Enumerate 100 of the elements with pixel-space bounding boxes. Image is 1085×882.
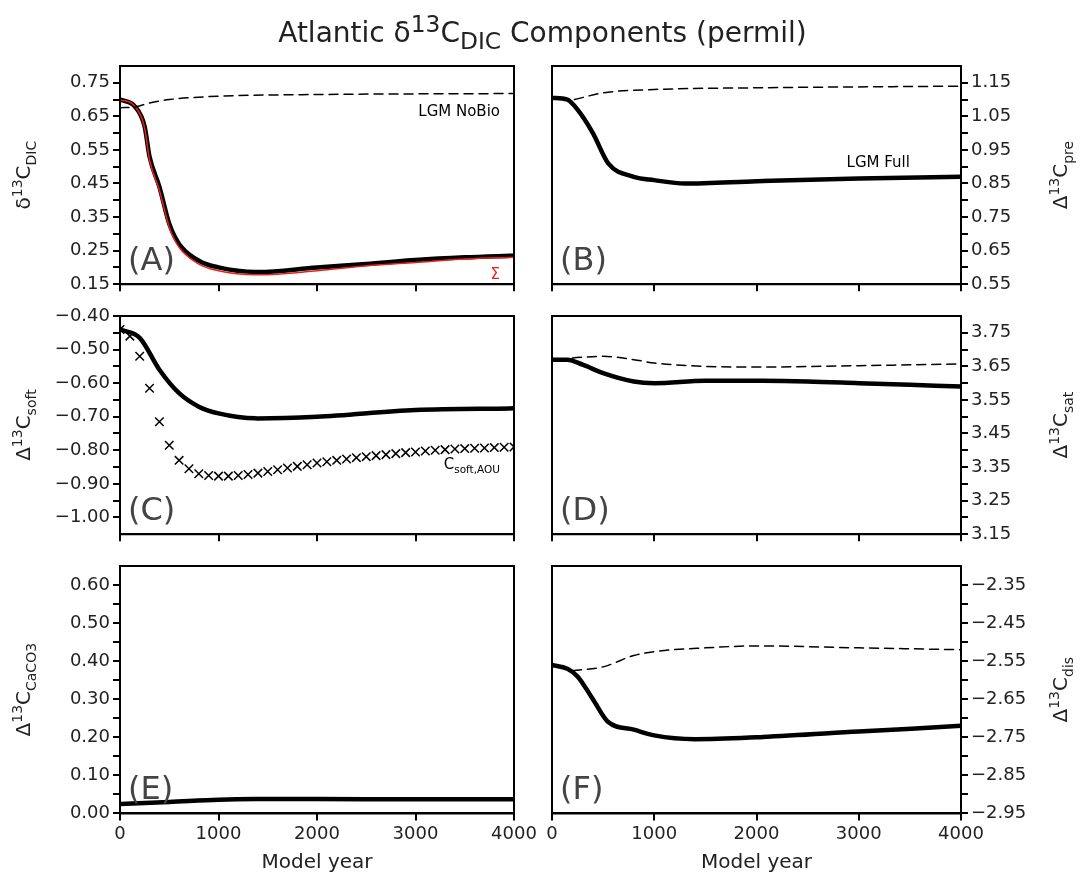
point	[243, 469, 254, 480]
point	[449, 443, 460, 454]
annotation: (D)	[560, 490, 610, 529]
y-tick-label: −2.55	[971, 648, 1027, 670]
x-tick-label: 1000	[195, 821, 242, 843]
y-tick-label: 3.65	[971, 354, 1012, 376]
point	[390, 448, 401, 459]
point	[361, 451, 372, 462]
y-tick-label: 0.95	[971, 137, 1012, 159]
y-axis-title: Δ13CCaCO3	[8, 642, 39, 737]
point	[134, 351, 145, 362]
point	[440, 444, 451, 455]
point	[292, 461, 303, 472]
point	[302, 459, 313, 470]
y-tick-label: 0.65	[69, 104, 110, 126]
point	[420, 445, 431, 456]
series-label: LGM Full	[846, 152, 910, 171]
y-tick-label: 3.75	[971, 320, 1012, 342]
y-tick-label: 3.15	[971, 521, 1012, 543]
point	[400, 447, 411, 458]
point	[282, 463, 293, 474]
y-tick-label: 0.55	[69, 137, 110, 159]
y-axis-title: Δ13Csoft	[8, 388, 39, 461]
point	[262, 466, 273, 477]
y-tick-label: 0.45	[69, 171, 110, 193]
point	[331, 455, 342, 466]
y-tick-label: 0.65	[971, 238, 1012, 260]
y-tick-label: 0.75	[69, 70, 110, 92]
annotation: (F)	[560, 769, 604, 808]
y-tick-label: −2.35	[971, 572, 1027, 594]
point	[174, 455, 185, 466]
point	[193, 468, 204, 479]
y-tick-label: 3.35	[971, 454, 1012, 476]
x-tick-label: 3000	[835, 821, 882, 843]
point	[183, 463, 194, 474]
x-tick-label: 4000	[491, 821, 537, 843]
y-tick-label: 0.75	[971, 204, 1012, 226]
point	[164, 440, 175, 451]
point	[499, 442, 510, 453]
point	[430, 445, 441, 456]
y-tick-label: 0.15	[69, 271, 110, 293]
y-tick-label: 0.10	[69, 763, 110, 785]
x-tick-label: 0	[114, 821, 126, 843]
y-tick-label: 3.55	[971, 387, 1012, 409]
line-series	[573, 85, 961, 101]
point	[213, 471, 224, 482]
annotation: (B)	[560, 240, 607, 279]
y-tick-label: 0.40	[69, 648, 110, 670]
y-tick-label: 0.55	[971, 271, 1012, 293]
y-tick-label: 1.15	[971, 70, 1012, 92]
y-tick-label: 0.25	[69, 238, 110, 260]
y-tick-label: −0.90	[54, 471, 110, 493]
y-tick-label: −1.00	[54, 505, 110, 527]
y-tick-label: −2.45	[971, 610, 1027, 632]
annotation: (C)	[128, 490, 176, 529]
y-tick-label: 0.60	[69, 572, 110, 594]
y-tick-label: 0.00	[69, 801, 110, 823]
point	[144, 383, 155, 394]
annotation: (A)	[128, 240, 175, 279]
x-tick-label: 4000	[938, 821, 984, 843]
series-label: LGM NoBio	[418, 101, 501, 120]
point	[489, 442, 500, 453]
y-tick-label: −2.75	[971, 724, 1027, 746]
point	[459, 443, 470, 454]
point	[321, 456, 332, 467]
point	[341, 454, 352, 464]
point	[203, 470, 214, 481]
series-label: Σ	[490, 265, 501, 284]
y-tick-label: −2.65	[971, 686, 1027, 708]
y-tick-label: −0.50	[54, 337, 110, 359]
y-axis-title: Δ13Cpre	[1045, 140, 1076, 210]
point	[380, 449, 391, 460]
y-tick-label: −0.80	[54, 437, 110, 459]
point	[410, 446, 421, 457]
point	[124, 331, 135, 342]
x-tick-label: 2000	[733, 821, 780, 843]
point	[223, 471, 234, 482]
point	[469, 443, 480, 454]
x-tick-label: 2000	[294, 821, 340, 843]
point	[252, 468, 263, 479]
point	[351, 452, 362, 463]
point	[154, 416, 165, 427]
annotation: (E)	[128, 769, 174, 808]
y-tick-label: −0.60	[54, 370, 110, 392]
x-tick-label: 0	[546, 821, 558, 843]
x-tick-label: 3000	[392, 821, 439, 843]
y-tick-label: 1.05	[971, 104, 1012, 126]
point	[312, 458, 322, 469]
y-tick-label: 3.25	[971, 488, 1012, 510]
y-tick-label: −2.85	[971, 763, 1027, 785]
y-tick-label: 0.50	[69, 610, 110, 632]
y-tick-label: 0.30	[69, 686, 110, 708]
y-tick-label: −0.40	[54, 303, 110, 325]
y-tick-label: −0.70	[54, 404, 110, 426]
y-tick-label: 0.35	[69, 204, 110, 226]
y-axis-title: δ13CDIC	[8, 140, 39, 210]
point	[479, 442, 490, 453]
y-axis-title: Δ13Csat	[1045, 391, 1076, 459]
x-tick-label: 1000	[631, 821, 678, 843]
y-axis-title: Δ13Cdis	[1045, 656, 1076, 723]
